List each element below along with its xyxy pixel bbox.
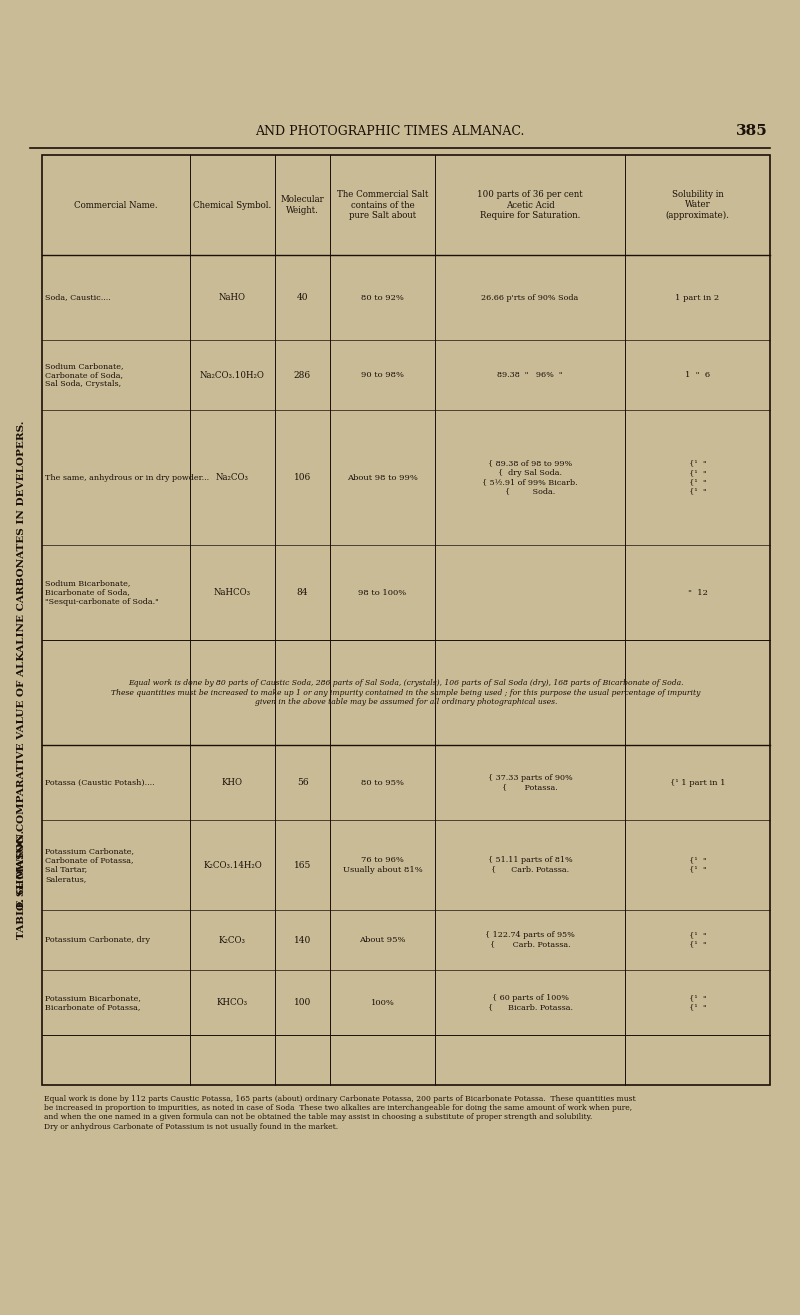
Text: 1  "  6: 1 " 6 <box>685 371 710 379</box>
Text: Soda, Caustic....: Soda, Caustic.... <box>45 293 110 301</box>
Text: AND PHOTOGRAPHIC TIMES ALMANAC.: AND PHOTOGRAPHIC TIMES ALMANAC. <box>255 125 525 138</box>
Text: 26.66 p'rts of 90% Soda: 26.66 p'rts of 90% Soda <box>482 293 578 301</box>
Text: {¹ 1 part in 1: {¹ 1 part in 1 <box>670 778 726 786</box>
Text: 89.38  "   96%  ": 89.38 " 96% " <box>498 371 562 379</box>
Text: Sodium Bicarbonate,
Bicarbonate of Soda,
"Sesqui-carbonate of Soda.": Sodium Bicarbonate, Bicarbonate of Soda,… <box>45 580 158 606</box>
Text: 84: 84 <box>297 588 308 597</box>
Text: 100%: 100% <box>370 998 394 1006</box>
Text: NaHO: NaHO <box>219 293 246 302</box>
Text: KHO: KHO <box>222 778 243 786</box>
Text: 140: 140 <box>294 935 311 944</box>
Text: 1 part in 2: 1 part in 2 <box>675 293 719 301</box>
Text: 100 parts of 36 per cent
Acetic Acid
Require for Saturation.: 100 parts of 36 per cent Acetic Acid Req… <box>477 191 583 220</box>
Text: {¹  "
{¹  "
{¹  "
{¹  ": {¹ " {¹ " {¹ " {¹ " <box>689 460 706 496</box>
Text: 90 to 98%: 90 to 98% <box>361 371 404 379</box>
Text: Potassium Carbonate,
Carbonate of Potassa,
Sal Tartar,
Saleratus,: Potassium Carbonate, Carbonate of Potass… <box>45 847 134 882</box>
Text: NaHCO₃: NaHCO₃ <box>214 588 251 597</box>
Text: {¹  "
{¹  ": {¹ " {¹ " <box>689 931 706 948</box>
Text: { 51.11 parts of 81%
{      Carb. Potassa.: { 51.11 parts of 81% { Carb. Potassa. <box>488 856 572 873</box>
Text: Na₂CO₃: Na₂CO₃ <box>216 473 249 483</box>
Text: 385: 385 <box>736 124 768 138</box>
Text: 80 to 92%: 80 to 92% <box>361 293 404 301</box>
Text: The Commercial Salt
contains of the
pure Salt about: The Commercial Salt contains of the pure… <box>337 191 428 220</box>
Text: 80 to 95%: 80 to 95% <box>361 778 404 786</box>
Text: {¹  "
{¹  ": {¹ " {¹ " <box>689 856 706 873</box>
Text: Na₂CO₃.10H₂O: Na₂CO₃.10H₂O <box>200 371 265 380</box>
Text: Molecular
Weight.: Molecular Weight. <box>281 196 324 214</box>
Text: K₂CO₃: K₂CO₃ <box>219 935 246 944</box>
Text: Potassa (Caustic Potash)....: Potassa (Caustic Potash).... <box>45 778 154 786</box>
Text: Equal work is done by 80 parts of Caustic Soda, 286 parts of Sal Soda, (crystals: Equal work is done by 80 parts of Causti… <box>111 680 701 706</box>
Text: "  12: " 12 <box>687 589 707 597</box>
Text: {¹  "
{¹  ": {¹ " {¹ " <box>689 994 706 1011</box>
Text: 98 to 100%: 98 to 100% <box>358 589 406 597</box>
Text: { 37.33 parts of 90%
{       Potassa.: { 37.33 parts of 90% { Potassa. <box>488 775 572 792</box>
Text: Chemical Symbol.: Chemical Symbol. <box>194 200 272 209</box>
Text: O. G. MASON.: O. G. MASON. <box>18 830 26 910</box>
Text: Equal work is done by 112 parts Caustic Potassa, 165 parts (about) ordinary Carb: Equal work is done by 112 parts Caustic … <box>44 1095 636 1131</box>
Text: { 122.74 parts of 95%
{       Carb. Potassa.: { 122.74 parts of 95% { Carb. Potassa. <box>485 931 575 948</box>
Text: { 89.38 of 98 to 99%
{  dry Sal Soda.
{ 5½.91 of 99% Bicarb.
{         Soda.: { 89.38 of 98 to 99% { dry Sal Soda. { 5… <box>482 460 578 496</box>
Text: Potassium Bicarbonate,
Bicarbonate of Potassa,: Potassium Bicarbonate, Bicarbonate of Po… <box>45 994 141 1011</box>
Text: The same, anhydrous or in dry powder...: The same, anhydrous or in dry powder... <box>45 473 209 481</box>
Text: 100: 100 <box>294 998 311 1007</box>
Text: Solubility in
Water
(approximate).: Solubility in Water (approximate). <box>666 191 730 220</box>
Text: 56: 56 <box>297 778 308 786</box>
Text: 165: 165 <box>294 860 311 869</box>
Text: 40: 40 <box>297 293 308 302</box>
Text: About 98 to 99%: About 98 to 99% <box>347 473 418 481</box>
Text: K₂CO₃.14H₂O: K₂CO₃.14H₂O <box>203 860 262 869</box>
Text: Potassium Carbonate, dry: Potassium Carbonate, dry <box>45 936 150 944</box>
Text: TABLE SHOWING COMPARATIVE VALUE OF ALKALINE CARBONATES IN DEVELOPERS.: TABLE SHOWING COMPARATIVE VALUE OF ALKAL… <box>18 421 26 939</box>
Text: Commercial Name.: Commercial Name. <box>74 200 158 209</box>
Bar <box>42 155 770 1085</box>
Text: 76 to 96%
Usually about 81%: 76 to 96% Usually about 81% <box>342 856 422 873</box>
Text: KHCO₃: KHCO₃ <box>217 998 248 1007</box>
Text: About 95%: About 95% <box>359 936 406 944</box>
Text: { 60 parts of 100%
{      Bicarb. Potassa.: { 60 parts of 100% { Bicarb. Potassa. <box>487 994 573 1011</box>
Text: 286: 286 <box>294 371 311 380</box>
Text: Sodium Carbonate,
Carbonate of Soda,
Sal Soda, Crystals,: Sodium Carbonate, Carbonate of Soda, Sal… <box>45 362 123 388</box>
Text: 106: 106 <box>294 473 311 483</box>
